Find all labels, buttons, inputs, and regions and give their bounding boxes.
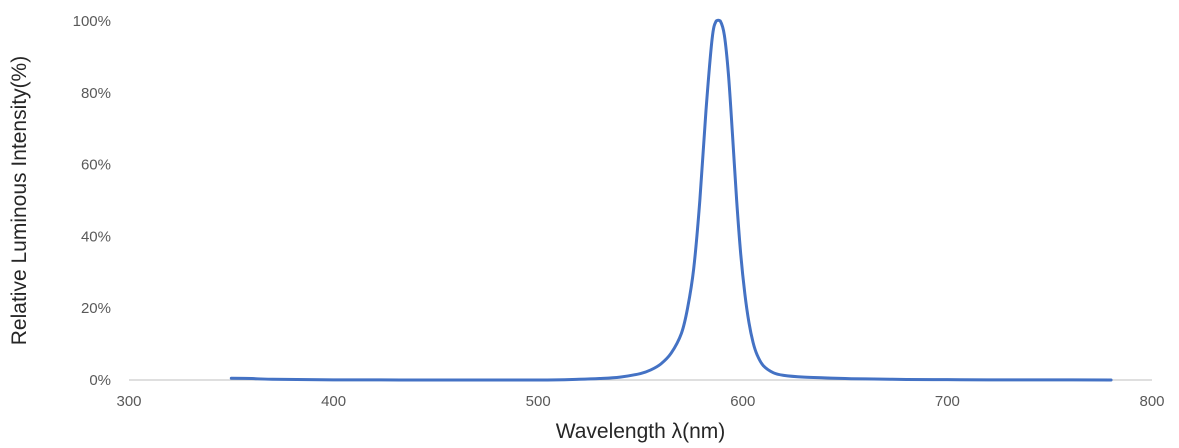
x-axis-ticks: 300 400 500 600 700 800 <box>116 393 1164 410</box>
y-tick-label: 60% <box>81 157 111 174</box>
y-tick-label: 100% <box>73 13 111 30</box>
x-tick-label: 500 <box>526 393 551 410</box>
y-tick-label: 0% <box>89 372 111 389</box>
y-axis-title: Relative Luminous Intensity(%) <box>8 56 31 345</box>
x-tick-label: 700 <box>935 393 960 410</box>
x-tick-label: 800 <box>1139 393 1164 410</box>
x-tick-label: 300 <box>116 393 141 410</box>
y-axis-ticks: 0% 20% 40% 60% 80% 100% <box>73 13 111 389</box>
y-tick-label: 80% <box>81 85 111 102</box>
y-tick-label: 40% <box>81 228 111 245</box>
x-axis-title: Wavelength λ(nm) <box>556 420 726 443</box>
series-line <box>229 18 1113 382</box>
y-tick-label: 20% <box>81 300 111 317</box>
x-tick-label: 600 <box>730 393 755 410</box>
x-tick-label: 400 <box>321 393 346 410</box>
